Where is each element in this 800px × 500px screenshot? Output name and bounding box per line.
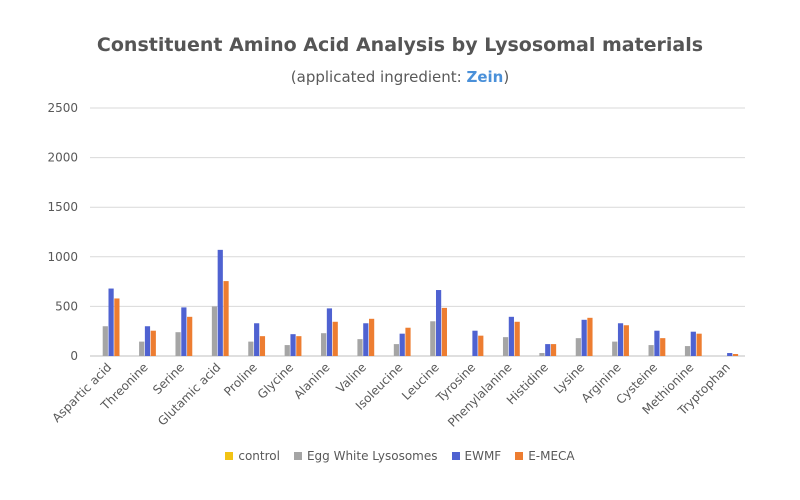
bar-e-meca bbox=[660, 338, 666, 356]
y-tick-label: 1000 bbox=[47, 250, 78, 264]
y-tick-label: 0 bbox=[70, 349, 78, 363]
bar-egg-white-lysosomes bbox=[648, 345, 654, 356]
legend-swatch bbox=[515, 452, 524, 460]
x-tick-label: Phenylalanine bbox=[445, 360, 514, 429]
x-tick-label: Glutamic acid bbox=[155, 360, 223, 428]
subtitle-ingredient: Zein bbox=[466, 68, 504, 86]
bar-egg-white-lysosomes bbox=[539, 353, 545, 356]
bar-egg-white-lysosomes bbox=[357, 339, 363, 356]
bar-e-meca bbox=[478, 335, 484, 356]
bar-egg-white-lysosomes bbox=[575, 338, 581, 356]
bar-egg-white-lysosomes bbox=[139, 341, 145, 356]
bar-ewmf bbox=[472, 330, 478, 356]
bar-e-meca bbox=[441, 307, 447, 356]
bar-ewmf bbox=[399, 333, 405, 356]
legend-swatch bbox=[293, 452, 302, 460]
legend-item-egg-white-lysosomes: Egg White Lysosomes bbox=[293, 449, 438, 463]
bar-egg-white-lysosomes bbox=[211, 306, 218, 356]
bar-e-meca bbox=[259, 336, 266, 356]
bar-e-meca bbox=[369, 318, 375, 356]
legend-label: Egg White Lysosomes bbox=[306, 449, 438, 463]
x-tick-label: Alanine bbox=[291, 360, 333, 402]
bar-e-meca bbox=[623, 325, 629, 356]
bar-ewmf bbox=[545, 344, 551, 356]
bar-e-meca bbox=[696, 333, 702, 356]
chart-legend: control Egg White Lysosomes EWMF E-MECA bbox=[0, 449, 800, 463]
legend-label: EWMF bbox=[464, 449, 502, 463]
y-tick-label: 1500 bbox=[47, 200, 78, 214]
bar-ewmf bbox=[581, 319, 587, 356]
x-tick-label: Aspartic acid bbox=[49, 360, 114, 425]
bar-e-meca bbox=[223, 281, 229, 356]
bar-e-meca bbox=[114, 298, 120, 356]
bar-egg-white-lysosomes bbox=[684, 346, 691, 356]
legend-item-control: control bbox=[225, 449, 280, 463]
bar-egg-white-lysosomes bbox=[430, 321, 436, 356]
bar-egg-white-lysosomes bbox=[321, 333, 327, 356]
chart-subtitle: (applicated ingredient: Zein) bbox=[0, 68, 800, 86]
bar-ewmf bbox=[326, 308, 333, 356]
x-tick-label: Proline bbox=[221, 360, 260, 399]
bar-egg-white-lysosomes bbox=[612, 341, 618, 356]
bar-ewmf bbox=[727, 353, 733, 356]
bar-egg-white-lysosomes bbox=[393, 344, 400, 356]
legend-item-ewmf: EWMF bbox=[451, 449, 502, 463]
bar-ewmf bbox=[617, 323, 624, 356]
bar-ewmf bbox=[690, 331, 696, 356]
bar-ewmf bbox=[181, 307, 187, 356]
y-tick-label: 500 bbox=[55, 299, 78, 313]
bar-e-meca bbox=[296, 336, 302, 356]
bar-egg-white-lysosomes bbox=[102, 326, 108, 356]
bar-ewmf bbox=[108, 288, 114, 356]
bar-egg-white-lysosomes bbox=[284, 345, 290, 356]
bar-ewmf bbox=[217, 249, 223, 356]
legend-label: E-MECA bbox=[528, 449, 575, 463]
x-tick-label: Glycine bbox=[255, 360, 296, 401]
y-tick-label: 2500 bbox=[47, 101, 78, 115]
legend-item-e-meca: E-MECA bbox=[515, 449, 575, 463]
legend-label: control bbox=[238, 449, 280, 463]
bar-ewmf bbox=[508, 316, 514, 356]
bar-e-meca bbox=[550, 344, 557, 356]
bar-e-meca bbox=[150, 330, 156, 356]
bar-e-meca bbox=[332, 321, 338, 356]
bar-e-meca bbox=[587, 317, 593, 356]
bar-ewmf bbox=[144, 326, 151, 356]
bar-e-meca bbox=[514, 321, 520, 356]
subtitle-suffix: ) bbox=[503, 68, 510, 86]
legend-swatch bbox=[225, 452, 234, 460]
chart-title: Constituent Amino Acid Analysis by Lysos… bbox=[96, 34, 704, 56]
bar-ewmf bbox=[290, 334, 296, 356]
bar-e-meca bbox=[187, 316, 193, 356]
y-tick-label: 2000 bbox=[47, 151, 78, 165]
bar-egg-white-lysosomes bbox=[502, 337, 509, 356]
bar-ewmf bbox=[363, 323, 369, 356]
legend-swatch bbox=[451, 452, 460, 460]
x-tick-label: Valine bbox=[333, 360, 369, 396]
bar-ewmf bbox=[254, 323, 260, 356]
subtitle-prefix: (applicated ingredient: bbox=[290, 68, 467, 86]
bar-ewmf bbox=[435, 290, 442, 356]
bar-e-meca bbox=[405, 327, 411, 356]
bar-egg-white-lysosomes bbox=[175, 332, 181, 356]
bar-e-meca bbox=[732, 354, 739, 356]
bar-egg-white-lysosomes bbox=[248, 341, 254, 356]
bar-ewmf bbox=[654, 330, 660, 356]
